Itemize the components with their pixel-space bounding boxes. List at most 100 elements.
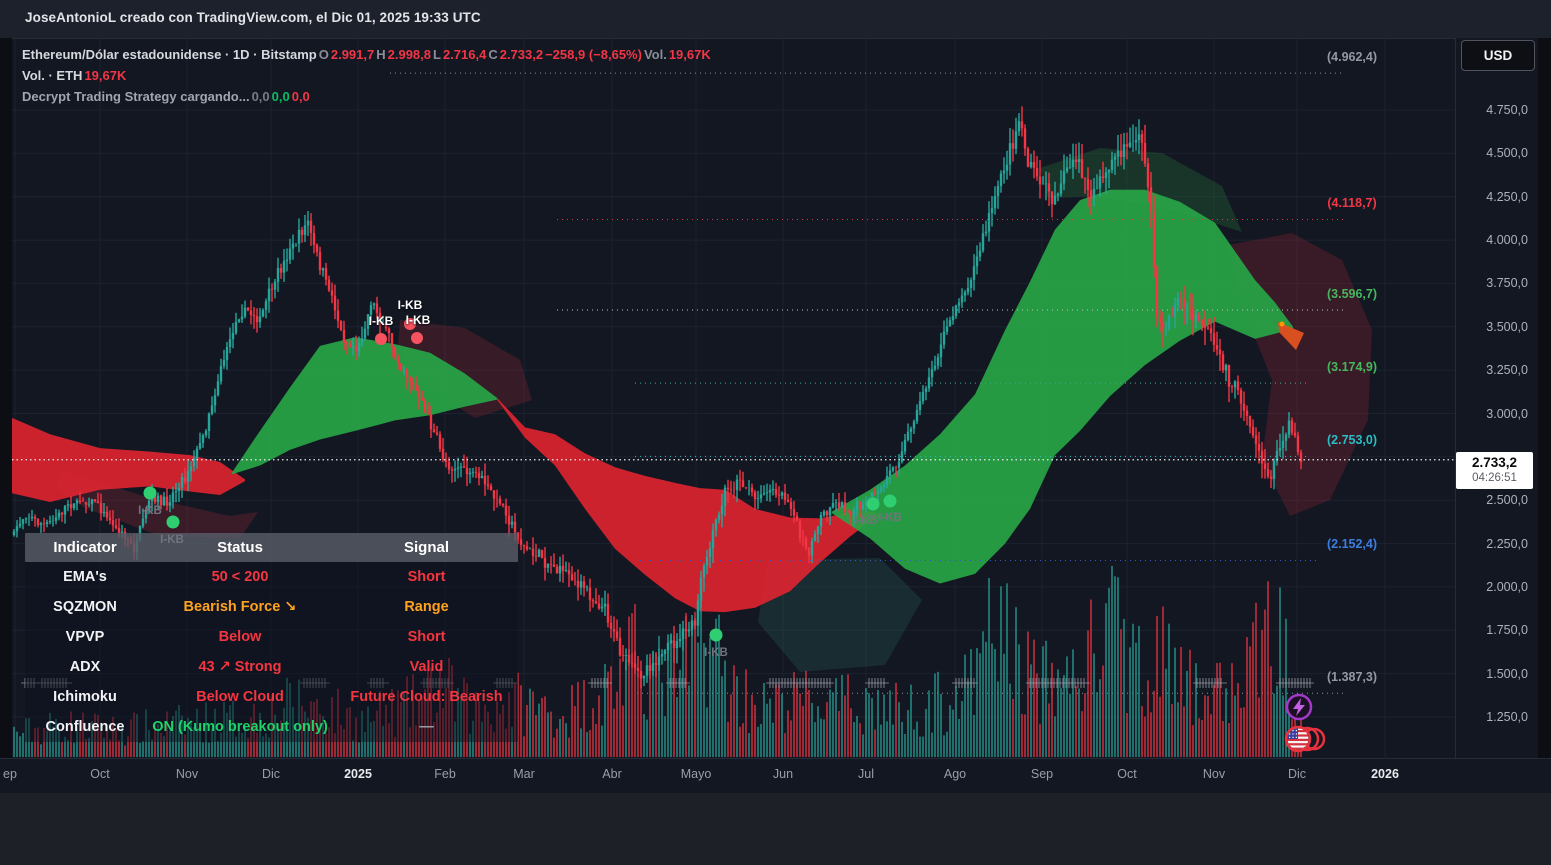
indicator-status: Below Cloud [196, 689, 284, 705]
kb-level-label: (2.753,0) [1326, 433, 1378, 448]
time-axis-label: 2025 [344, 767, 372, 781]
ichimoku-cloud [12, 417, 245, 502]
time-axis-label: 2026 [1371, 767, 1399, 781]
indicator-signal: Short [407, 569, 446, 585]
indicator-row-sqzmon: SQZMON Bearish Force ↘ Range [25, 592, 518, 622]
kb-level-label: (3.596,7) [1326, 287, 1378, 301]
symbol-legend-part: 2.733,2 [499, 47, 544, 62]
header-status: Status [217, 539, 263, 556]
indicator-status: Below [218, 629, 262, 645]
kb-level-label: (1.387,3) [1326, 670, 1378, 685]
bearish-signal-dot [375, 333, 387, 345]
kb-level-label: (4.118,7) [1327, 196, 1377, 211]
volume-legend-part: Vol. · ETH [22, 68, 83, 83]
indicator-signal: Valid [409, 659, 444, 675]
ichimoku-shadow-blob [758, 558, 922, 672]
top-watermark-band: JoseAntonioL creado con TradingView.com,… [0, 0, 1551, 39]
price-scale-tick: 4.500,0 [1486, 146, 1528, 161]
indicator-table-header: Indicator Status Signal [25, 533, 518, 562]
bullish-signal-dot [866, 497, 880, 511]
time-axis-label: Abr [602, 767, 622, 781]
price-scale-tick: 4.250,0 [1486, 189, 1528, 204]
ikb-signal-label: I-KB [368, 314, 394, 328]
ichimoku-cloud [232, 337, 497, 475]
symbol-legend-part: 2.998,8 [387, 47, 431, 62]
price-scale-tick: 4.000,0 [1486, 233, 1528, 248]
price-scale-tick: 3.750,0 [1486, 276, 1528, 291]
symbol-legend-part: Ethereum/Dólar estadounidense · 1D · Bit… [22, 47, 317, 62]
ikb-signal-label-dim: I-KB [138, 505, 162, 517]
symbol-legend-part: C [488, 47, 498, 62]
event-flash-badge[interactable] [1285, 693, 1313, 721]
time-axis-label: Dic [261, 767, 281, 781]
strategy-legend-row[interactable]: Decrypt Trading Strategy cargando... 0,0 0… [22, 89, 312, 104]
ikb-signal-label-dim: I-KB [160, 534, 184, 546]
last-price-box: 2.733,2 04:26:51 [1456, 452, 1533, 489]
symbol-legend-part: 2.991,7 [330, 47, 375, 62]
indicator-status: 50 < 200 [211, 569, 269, 585]
indicator-row-confluence: Confluence ON (Kumo breakout only) — [25, 712, 518, 742]
ikb-signal-label-dim: I-KB [878, 512, 902, 524]
time-axis-label: Dic [1287, 767, 1307, 781]
time-axis-label: Nov [175, 767, 199, 781]
price-scale[interactable]: 4.750,0 4.500,0 4.250,0 4.000,0 3.750,0 3.500… [1455, 38, 1538, 758]
time-axis[interactable]: ep Oct Nov Dic 2025 Feb Mar Abr Mayo Jun Jul Ago Sep… [0, 758, 1551, 793]
header-indicator: Indicator [53, 539, 117, 556]
plot-layers [12, 38, 1455, 758]
volume-bars [13, 565, 1302, 757]
symbol-legend-part: L [433, 47, 441, 62]
symbol-legend-part: H [376, 47, 386, 62]
time-axis-label: Oct [90, 767, 110, 781]
volume-legend-row[interactable]: Vol. · ETH 19,67K [22, 68, 128, 83]
lightning-bolt-icon [1293, 698, 1305, 716]
right-gutter [1537, 38, 1551, 792]
us-flag-icon [1287, 728, 1309, 750]
ichimoku-cloud [497, 397, 882, 613]
time-axis-label: ep [3, 767, 17, 781]
future-kumo-wedge [1278, 322, 1304, 350]
kumo-cross-dot [1279, 321, 1285, 327]
strategy-legend-part: 0,0 [251, 89, 270, 104]
ichimoku-cloud [832, 189, 1293, 584]
time-axis-label: Feb [434, 767, 456, 781]
indicator-status: Bearish Force ↘ [183, 599, 297, 615]
kb-level-label: (4.962,4) [1326, 50, 1378, 65]
indicator-row-vpvp: VPVP Below Short [25, 622, 518, 652]
indicator-row-adx: ADX 43 ↗ Strong Valid [25, 652, 518, 682]
indicator-name: VPVP [65, 629, 105, 645]
signal-markers [143, 318, 1285, 642]
currency-toggle-button[interactable]: USD [1461, 40, 1535, 71]
price-scale-tick: 3.500,0 [1486, 319, 1528, 334]
time-axis-label: Ago [943, 767, 967, 781]
symbol-legend-part: 2.716,4 [442, 47, 487, 62]
header-signal: Signal [403, 539, 449, 556]
symbol-legend-part: O [318, 47, 329, 62]
symbol-legend-part: −258,9 (−8,65%) [545, 47, 642, 62]
bar-countdown: 04:26:51 [1472, 472, 1517, 484]
left-gutter [0, 38, 12, 758]
event-us-economy-badge[interactable] [1284, 725, 1326, 753]
volume-legend-part: 19,67K [84, 68, 127, 83]
watermark-text: JoseAntonioL creado con TradingView.com,… [25, 10, 481, 25]
kb-level-label: (3.174,9) [1326, 360, 1378, 375]
price-scale-tick: 1.750,0 [1486, 623, 1528, 638]
price-scale-tick: 3.000,0 [1486, 406, 1528, 421]
kb-level-label: (2.152,4) [1326, 537, 1378, 552]
time-axis-label: Jul [858, 767, 874, 781]
strategy-legend-part: 0,0 [271, 89, 290, 104]
ikb-signal-label-dim: I-KB [854, 515, 878, 527]
time-axis-label: Nov [1202, 767, 1226, 781]
indicator-status: ON (Kumo breakout only) [152, 719, 328, 735]
time-axis-label: Sep [1030, 767, 1054, 781]
price-scale-tick: 4.750,0 [1486, 103, 1528, 117]
indicator-signal: Future Cloud: Bearish [350, 689, 503, 705]
symbol-legend-part: 19,67K [668, 47, 711, 62]
bottom-logo-band: TradingView [0, 792, 1551, 865]
time-axis-label: Oct [1117, 767, 1137, 781]
indicator-signal: — [419, 719, 434, 735]
price-scale-tick: 1.500,0 [1486, 666, 1528, 681]
ikb-signal-label: I-KB [397, 298, 423, 312]
symbol-legend-row[interactable]: Ethereum/Dólar estadounidense · 1D · Bit… [22, 47, 713, 62]
last-price-value: 2.733,2 [1471, 455, 1518, 470]
